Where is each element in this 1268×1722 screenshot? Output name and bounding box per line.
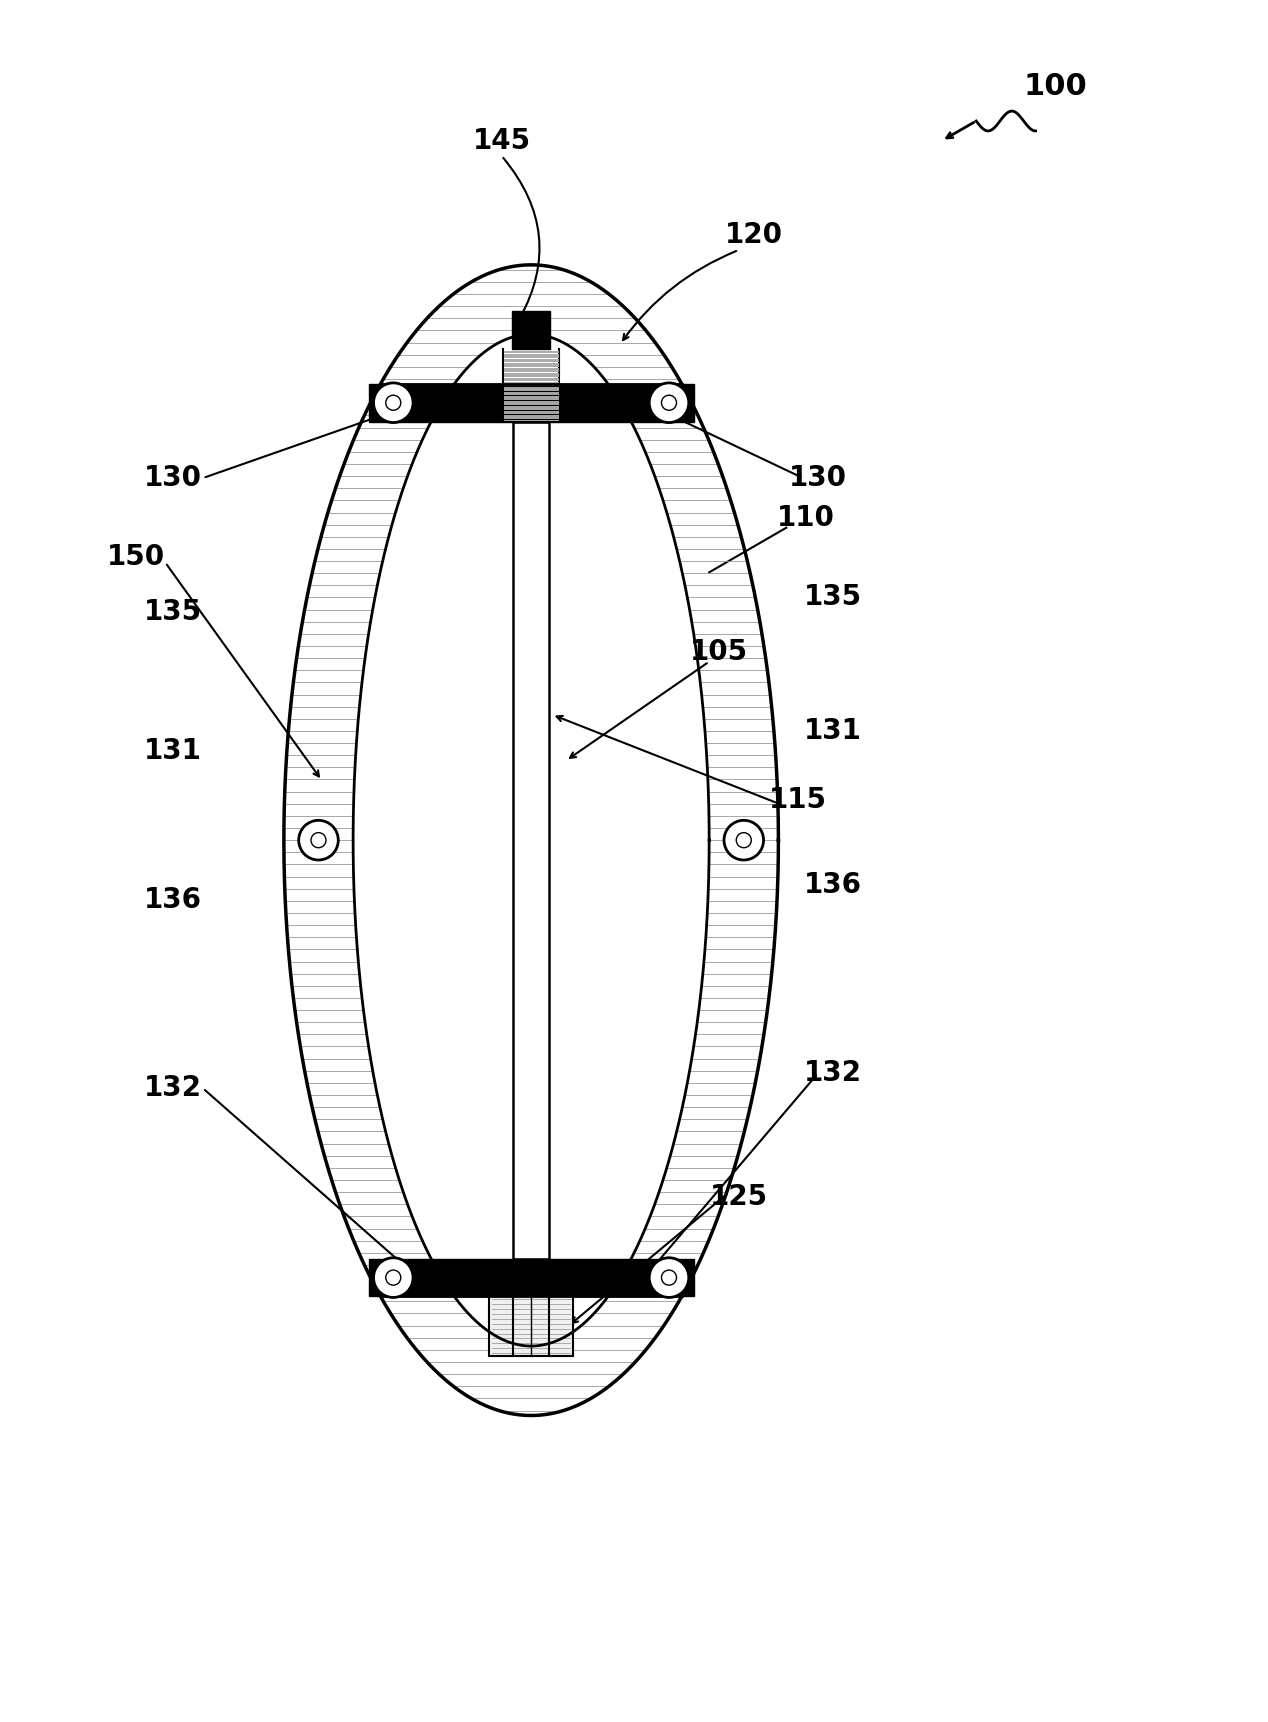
Text: 132: 132 bbox=[145, 1075, 202, 1102]
Text: 131: 131 bbox=[145, 737, 202, 765]
Circle shape bbox=[311, 833, 326, 847]
Text: 150: 150 bbox=[107, 544, 165, 572]
Circle shape bbox=[662, 1271, 677, 1285]
Bar bbox=[369, 1259, 694, 1297]
Bar bbox=[369, 384, 694, 422]
Text: 115: 115 bbox=[770, 787, 827, 815]
Text: 145: 145 bbox=[473, 127, 530, 155]
Text: 135: 135 bbox=[804, 584, 862, 611]
Text: 135: 135 bbox=[145, 598, 202, 627]
Text: 130: 130 bbox=[789, 465, 847, 492]
Text: 125: 125 bbox=[710, 1183, 768, 1211]
Text: 100: 100 bbox=[1023, 72, 1087, 102]
Bar bbox=[489, 1297, 573, 1355]
Circle shape bbox=[385, 394, 401, 410]
Text: 136: 136 bbox=[145, 885, 202, 914]
Circle shape bbox=[374, 382, 413, 422]
Text: 130: 130 bbox=[145, 465, 202, 492]
Text: 140: 140 bbox=[502, 1293, 560, 1321]
Bar bbox=[512, 312, 550, 350]
Text: 105: 105 bbox=[690, 637, 748, 666]
Circle shape bbox=[737, 833, 752, 847]
Text: 131: 131 bbox=[804, 716, 862, 746]
Circle shape bbox=[299, 820, 339, 859]
Text: 132: 132 bbox=[804, 1059, 862, 1087]
Bar bbox=[514, 422, 549, 1259]
Circle shape bbox=[649, 1257, 689, 1297]
Circle shape bbox=[662, 394, 677, 410]
Circle shape bbox=[385, 1271, 401, 1285]
Circle shape bbox=[724, 820, 763, 859]
Text: 110: 110 bbox=[777, 505, 836, 532]
Text: 120: 120 bbox=[725, 220, 782, 250]
Text: 136: 136 bbox=[804, 871, 862, 899]
Circle shape bbox=[374, 1257, 413, 1297]
Circle shape bbox=[649, 382, 689, 422]
